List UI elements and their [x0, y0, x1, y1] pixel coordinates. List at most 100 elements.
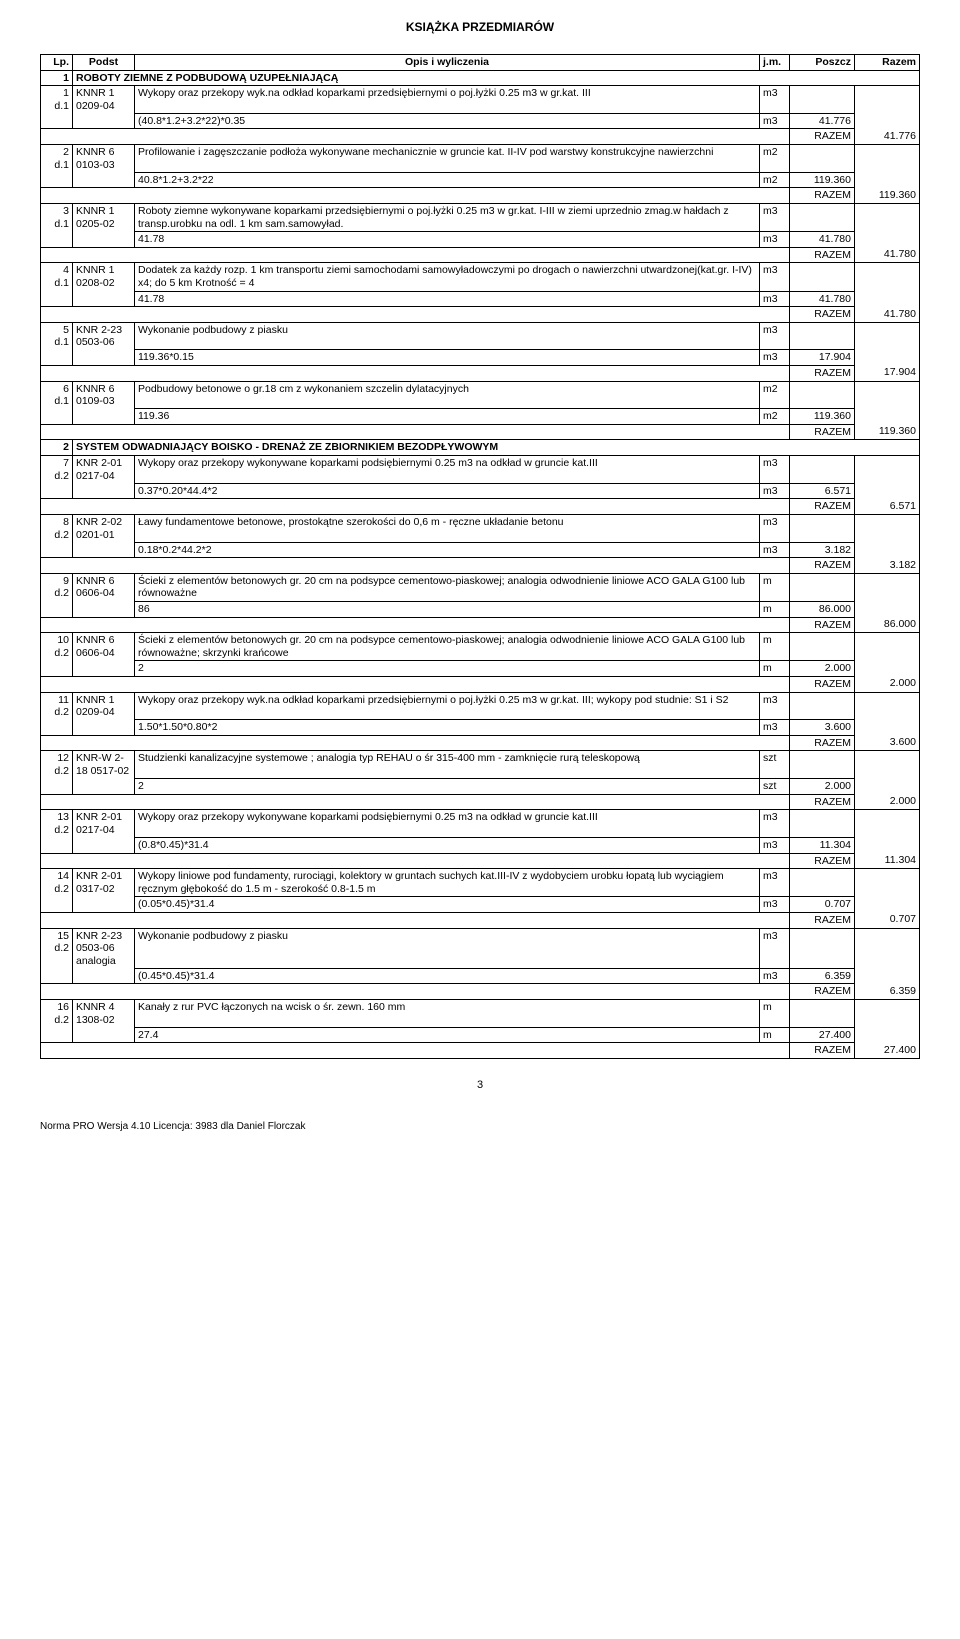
poszcz: 17.904 — [790, 350, 855, 366]
calc: 119.36 — [135, 409, 760, 425]
jm: m — [760, 573, 790, 601]
podst: KNNR 6 0606-04 — [73, 633, 135, 661]
poszcz: 41.776 — [790, 113, 855, 129]
podst: KNNR 1 0208-02 — [73, 263, 135, 291]
jm: m3 — [760, 810, 790, 838]
col-razem: Razem — [855, 55, 920, 71]
razem-row: RAZEM 2.000 — [41, 794, 920, 810]
razem-label: RAZEM — [790, 735, 855, 751]
d: d.2 — [54, 587, 69, 599]
poszcz: 2.000 — [790, 661, 855, 677]
poszcz: 119.360 — [790, 172, 855, 188]
jm: m3 — [760, 542, 790, 558]
calc-row: 41.78 m3 41.780 — [41, 232, 920, 248]
col-podst: Podst — [73, 55, 135, 71]
lp: 8 — [63, 516, 69, 528]
d: d.2 — [54, 883, 69, 895]
d: d.1 — [54, 159, 69, 171]
jm: m3 — [760, 232, 790, 248]
poszcz: 11.304 — [790, 837, 855, 853]
calc-row: 2 m 2.000 — [41, 661, 920, 677]
razem: 2.000 — [855, 794, 920, 810]
calc: 41.78 — [135, 291, 760, 307]
section-1-header: 1 ROBOTY ZIEMNE Z PODBUDOWĄ UZUPEŁNIAJĄC… — [41, 70, 920, 86]
lp: 14 — [57, 870, 69, 882]
jm: m — [760, 1000, 790, 1028]
podst: KNNR 4 1308-02 — [73, 1000, 135, 1028]
opis: Wykonanie podbudowy z piasku — [135, 928, 760, 968]
razem-row: RAZEM 3.182 — [41, 558, 920, 574]
calc: (40.8*1.2+3.2*22)*0.35 — [135, 113, 760, 129]
razem: 119.360 — [855, 424, 920, 440]
d: d.2 — [54, 706, 69, 718]
przedmiar-table: Lp. Podst Opis i wyliczenia j.m. Poszcz … — [40, 54, 920, 1059]
jm: m — [760, 661, 790, 677]
d: d.1 — [54, 100, 69, 112]
section-2-header: 2 SYSTEM ODWADNIAJĄCY BOISKO - DRENAŻ ZE… — [41, 440, 920, 456]
poszcz: 41.780 — [790, 291, 855, 307]
razem-row: RAZEM 27.400 — [41, 1043, 920, 1059]
lp: 12 — [57, 752, 69, 764]
poszcz: 119.360 — [790, 409, 855, 425]
header-row: Lp. Podst Opis i wyliczenia j.m. Poszcz … — [41, 55, 920, 71]
lp: 5 — [63, 324, 69, 336]
razem-label: RAZEM — [790, 1043, 855, 1059]
calc: (0.8*0.45)*31.4 — [135, 837, 760, 853]
razem-row: RAZEM 86.000 — [41, 617, 920, 633]
jm: m3 — [760, 456, 790, 484]
razem-row: RAZEM 6.359 — [41, 984, 920, 1000]
opis: Wykopy oraz przekopy wykonywane koparkam… — [135, 810, 760, 838]
razem: 86.000 — [855, 617, 920, 633]
poszcz: 6.359 — [790, 968, 855, 984]
podst: KNR 2-23 0503-06 analogia — [73, 928, 135, 968]
d: d.1 — [54, 218, 69, 230]
razem: 3.600 — [855, 735, 920, 751]
calc: 40.8*1.2+3.2*22 — [135, 172, 760, 188]
section-num: 1 — [41, 70, 73, 86]
jm: m — [760, 1027, 790, 1043]
lp: 3 — [63, 205, 69, 217]
table-row: 16d.2 KNNR 4 1308-02 Kanały z rur PVC łą… — [41, 1000, 920, 1028]
razem: 0.707 — [855, 912, 920, 928]
razem-label: RAZEM — [790, 984, 855, 1000]
razem-label: RAZEM — [790, 499, 855, 515]
lp: 2 — [63, 146, 69, 158]
section-title: ROBOTY ZIEMNE Z PODBUDOWĄ UZUPEŁNIAJĄCĄ — [73, 70, 920, 86]
lp: 1 — [63, 87, 69, 99]
razem-label: RAZEM — [790, 912, 855, 928]
razem-row: RAZEM 0.707 — [41, 912, 920, 928]
poszcz: 27.400 — [790, 1027, 855, 1043]
jm: m3 — [760, 720, 790, 736]
razem: 6.571 — [855, 499, 920, 515]
lp: 15 — [57, 930, 69, 942]
lp: 7 — [63, 457, 69, 469]
poszcz: 0.707 — [790, 897, 855, 913]
razem-row: RAZEM 17.904 — [41, 365, 920, 381]
opis: Wykopy oraz przekopy wyk.na odkład kopar… — [135, 86, 760, 114]
d: d.2 — [54, 647, 69, 659]
table-row: 7d.2 KNR 2-01 0217-04 Wykopy oraz przeko… — [41, 456, 920, 484]
jm: m2 — [760, 145, 790, 173]
poszcz: 3.600 — [790, 720, 855, 736]
podst: KNR 2-01 0317-02 — [73, 869, 135, 897]
jm: m3 — [760, 113, 790, 129]
razem-row: RAZEM 119.360 — [41, 188, 920, 204]
calc: 0.37*0.20*44.4*2 — [135, 483, 760, 499]
lp: 13 — [57, 811, 69, 823]
podst: KNNR 6 0103-03 — [73, 145, 135, 173]
calc-row: 1.50*1.50*0.80*2 m3 3.600 — [41, 720, 920, 736]
lp: 4 — [63, 264, 69, 276]
calc-row: 41.78 m3 41.780 — [41, 291, 920, 307]
table-row: 3d.1 KNNR 1 0205-02 Roboty ziemne wykony… — [41, 203, 920, 231]
opis: Kanały z rur PVC łączonych na wcisk o śr… — [135, 1000, 760, 1028]
table-row: 9d.2 KNNR 6 0606-04 Ścieki z elementów b… — [41, 573, 920, 601]
table-row: 10d.2 KNNR 6 0606-04 Ścieki z elementów … — [41, 633, 920, 661]
lp: 6 — [63, 383, 69, 395]
calc-row: 40.8*1.2+3.2*22 m2 119.360 — [41, 172, 920, 188]
poszcz: 6.571 — [790, 483, 855, 499]
table-row: 13d.2 KNR 2-01 0217-04 Wykopy oraz przek… — [41, 810, 920, 838]
calc-row: 0.18*0.2*44.2*2 m3 3.182 — [41, 542, 920, 558]
jm: m3 — [760, 869, 790, 897]
footer-text: Norma PRO Wersja 4.10 Licencja: 3983 dla… — [40, 1121, 920, 1132]
table-row: 1d.1 KNNR 1 0209-04 Wykopy oraz przekopy… — [41, 86, 920, 114]
